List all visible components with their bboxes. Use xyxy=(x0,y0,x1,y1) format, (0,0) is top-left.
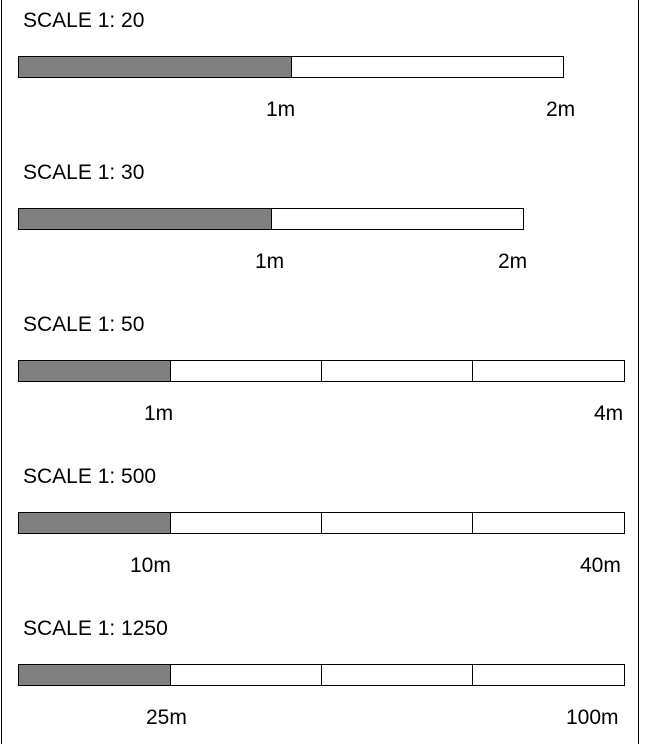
scale-title: SCALE 1: 20 xyxy=(23,9,145,32)
scale-bar-filled-segment xyxy=(19,361,171,381)
scale-title: SCALE 1: 30 xyxy=(23,161,145,184)
scale-bar xyxy=(18,56,564,78)
scale-bar-1-20: SCALE 1: 20 1m 2m xyxy=(0,0,654,140)
scale-label-end: 2m xyxy=(498,250,528,273)
scale-label-mid: 25m xyxy=(146,706,187,729)
scale-label-end: 2m xyxy=(546,98,576,121)
scale-bar-divider xyxy=(321,513,322,533)
scale-label-mid: 1m xyxy=(144,402,174,425)
scale-bar-filled-segment xyxy=(19,57,292,77)
scale-bar-1-50: SCALE 1: 50 1m 4m xyxy=(0,304,654,444)
scale-bar-divider xyxy=(321,361,322,381)
scale-bar-divider xyxy=(321,665,322,685)
drawing-frame xyxy=(1,0,639,744)
scale-title: SCALE 1: 1250 xyxy=(23,617,168,640)
scale-bar xyxy=(18,208,524,230)
scale-bar-filled-segment xyxy=(19,209,272,229)
scale-label-mid: 1m xyxy=(266,98,296,121)
scale-bar-1-1250: SCALE 1: 1250 25m 100m xyxy=(0,608,654,748)
scale-bar xyxy=(18,664,625,686)
scale-bar-divider xyxy=(472,513,473,533)
scale-bar-1-30: SCALE 1: 30 1m 2m xyxy=(0,152,654,292)
scale-bar-filled-segment xyxy=(19,513,171,533)
scale-bar-1-500: SCALE 1: 500 10m 40m xyxy=(0,456,654,596)
scale-bar-divider xyxy=(472,361,473,381)
scale-bar xyxy=(18,360,625,382)
scale-label-end: 100m xyxy=(566,706,619,729)
scale-label-mid: 10m xyxy=(130,554,171,577)
scale-bar xyxy=(18,512,625,534)
scale-label-mid: 1m xyxy=(255,250,285,273)
scale-label-end: 4m xyxy=(594,402,624,425)
scale-label-end: 40m xyxy=(580,554,621,577)
scale-bar-divider xyxy=(472,665,473,685)
scale-title: SCALE 1: 50 xyxy=(23,313,145,336)
scale-bar-filled-segment xyxy=(19,665,171,685)
scale-title: SCALE 1: 500 xyxy=(23,465,157,488)
